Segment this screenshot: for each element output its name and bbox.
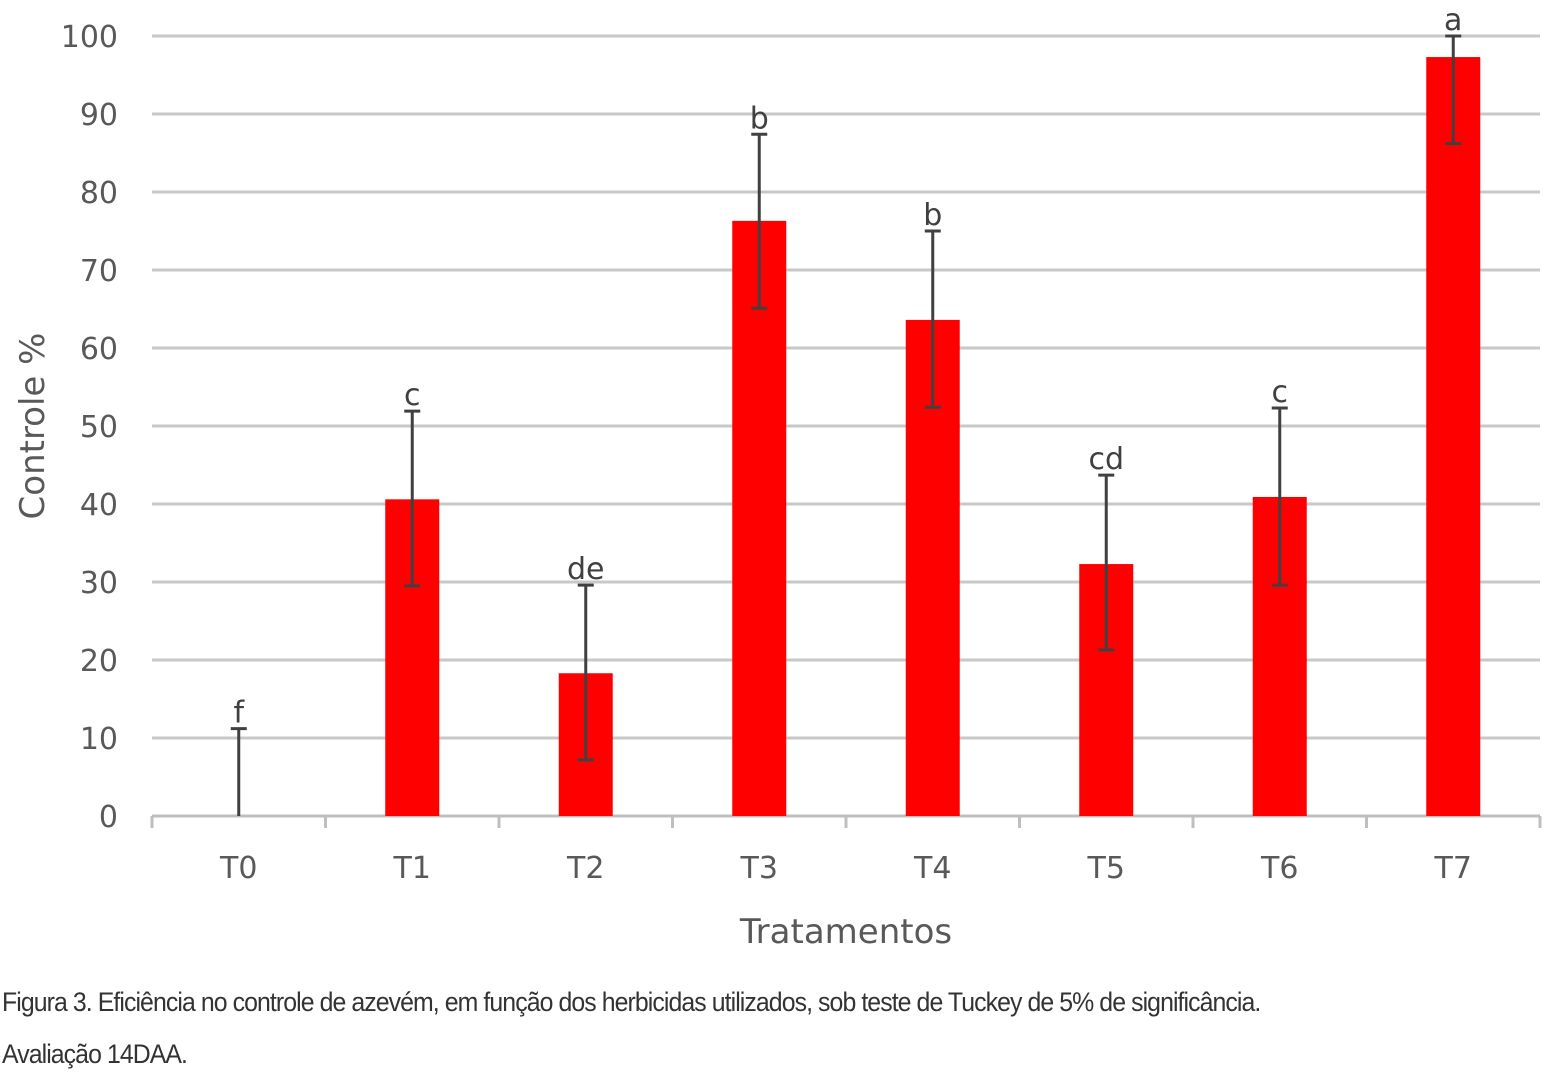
caption-line-2: Avaliação 14DAA. [2,1039,188,1069]
y-tick-label: 90 [80,98,118,133]
significance-letter: b [750,101,769,136]
caption-line-1: Figura 3. Eficiência no controle de azev… [2,987,1261,1017]
significance-letter: de [567,552,605,587]
x-tick-label: T2 [566,851,604,886]
x-tick-label: T3 [740,851,778,886]
bar-T7 [1426,57,1481,817]
y-tick-label: 10 [80,722,118,757]
x-tick-label: T5 [1087,851,1125,886]
x-tick-label: T0 [219,851,257,886]
y-tick-label: 20 [80,644,118,679]
x-axis-label: Tratamentos [739,912,952,952]
y-tick-label: 100 [61,20,118,55]
significance-letter: b [923,198,942,233]
significance-letter: a [1444,3,1462,38]
y-tick-label: 60 [80,332,118,367]
y-tick-label: 70 [80,254,118,289]
significance-letter: c [1272,375,1289,410]
y-tick-label: 30 [80,566,118,601]
significance-letter: cd [1088,442,1124,477]
bar-T3 [732,220,787,817]
x-tick-label: T1 [393,851,431,886]
significance-letter: f [233,696,245,731]
y-tick-label: 50 [80,410,118,445]
y-tick-label: 80 [80,176,118,211]
y-axis-label: Controle % [13,333,53,520]
figure-caption: Figura 3. Eficiência no controle de azev… [2,976,1261,1080]
x-tick-label: T4 [913,851,951,886]
x-tick-label: T7 [1434,851,1472,886]
y-tick-label: 40 [80,488,118,523]
x-tick-label: T6 [1260,851,1298,886]
bar-chart: 0 10 20 30 40 50 60 70 80 90 100 f T0 c T1 de T2 b T3 b T4 cd… [13,3,1542,952]
significance-letter: c [404,378,421,413]
y-tick-label: 0 [99,800,118,835]
